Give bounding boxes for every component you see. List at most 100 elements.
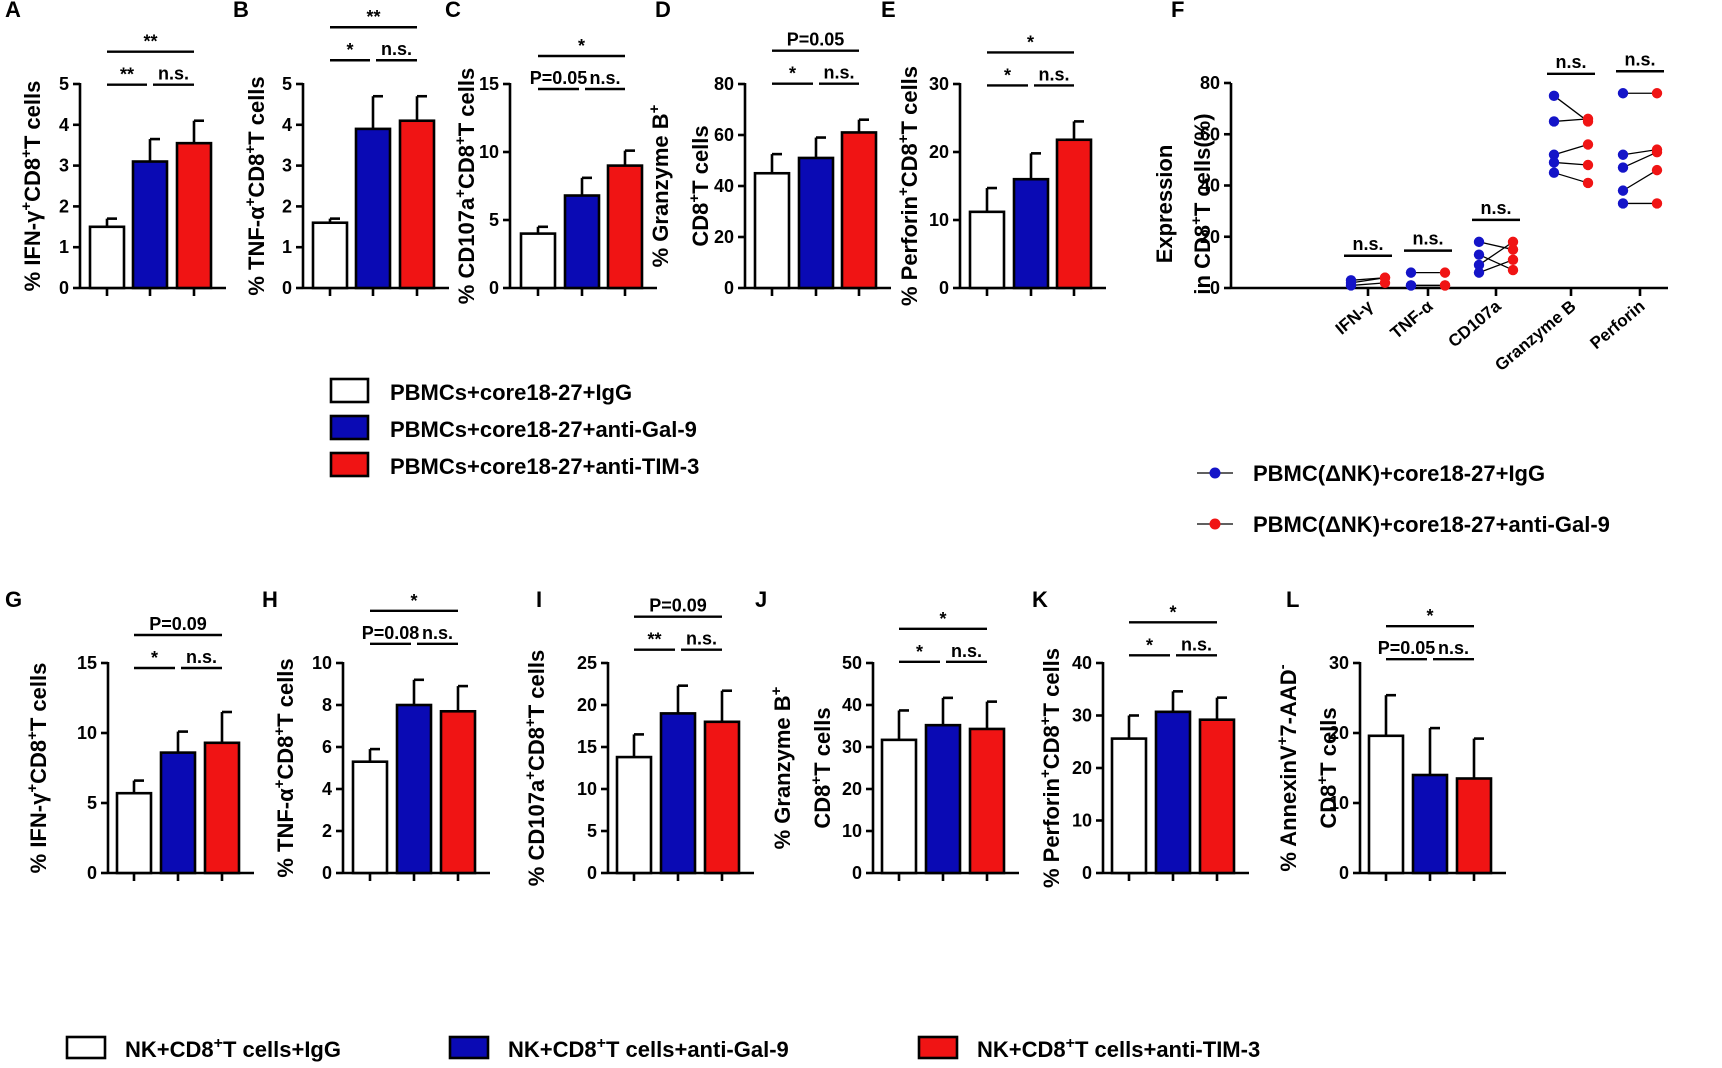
superscript: +	[895, 134, 912, 143]
y-axis-label: % Perforin+CD8+T cells	[895, 66, 922, 306]
label-part: CD8	[688, 203, 713, 247]
y-axis-label: Expression	[1152, 145, 1177, 264]
y-tick-label: 10	[1072, 811, 1092, 831]
label-part: CD8	[244, 154, 269, 198]
y-tick-label: 50	[842, 653, 862, 673]
data-point-igg	[1617, 198, 1629, 209]
superscript: -	[1274, 664, 1291, 669]
category-label: IFN-γ	[1332, 296, 1377, 338]
significance-label: n.s.	[1624, 49, 1655, 69]
data-point-igg	[1548, 167, 1560, 178]
label-part: % IFN-γ	[26, 792, 51, 873]
bar	[563, 194, 601, 290]
pair-line	[1350, 282, 1386, 287]
label-part: % TNF-α	[244, 206, 269, 296]
superscript: +	[768, 686, 785, 695]
legend-swatch	[65, 1035, 107, 1060]
legend-label: NK+CD8+T cells+anti-Gal-9	[508, 1035, 789, 1062]
category-label: TNF-α	[1387, 296, 1437, 343]
bar	[797, 156, 835, 290]
data-point-igg	[1617, 88, 1629, 99]
bar	[840, 131, 878, 290]
significance-label: n.s.	[1412, 229, 1443, 249]
label-part: 7-AAD	[1276, 669, 1301, 736]
data-point-igg	[1617, 162, 1629, 173]
label-part: T cells+anti-Gal-9	[606, 1037, 789, 1062]
y-tick-label: 60	[1200, 124, 1220, 144]
legend-f: PBMC(ΔNK)+core18-27+IgG PBMC(ΔNK)+core18-…	[1197, 461, 1610, 537]
y-axis-label-line2: CD8+T cells	[686, 125, 713, 246]
bar	[1012, 177, 1050, 290]
pair-line	[1622, 148, 1658, 156]
y-tick-label: 2	[282, 196, 292, 216]
significance-label: n.s.	[381, 39, 412, 59]
y-axis-title: % Perforin+CD8+T cells	[895, 66, 922, 306]
y-axis-title: Expression	[1152, 145, 1177, 264]
y-tick-label: 30	[929, 74, 949, 94]
data-point-anti-gal9	[1651, 198, 1663, 209]
y-tick-label: 0	[59, 278, 69, 298]
panel-label: A	[5, 0, 21, 22]
y-tick-label: 20	[842, 779, 862, 799]
significance-label: *	[1146, 635, 1153, 655]
legend-swatch	[329, 451, 370, 478]
y-tick-label: 10	[842, 821, 862, 841]
superscript: +	[271, 727, 288, 736]
label-part: T cells	[524, 650, 549, 718]
superscript: +	[452, 136, 469, 145]
significance-label: *	[578, 36, 585, 56]
data-point-igg	[1473, 249, 1485, 260]
data-point-anti-gal9	[1582, 139, 1594, 150]
bar	[703, 720, 741, 875]
data-point-igg	[1345, 277, 1357, 289]
significance-label: *	[410, 591, 417, 611]
y-tick-label: 20	[714, 227, 734, 247]
y-axis-label-line2: CD8+T cells	[808, 707, 835, 828]
data-point-anti-gal9	[1507, 254, 1519, 266]
data-point-igg	[1617, 185, 1629, 196]
significance-label: *	[916, 642, 923, 662]
y-tick-label: 0	[1339, 863, 1349, 883]
panel-label: E	[881, 0, 896, 22]
significance-label: n.s.	[1555, 52, 1586, 72]
bar	[395, 703, 433, 875]
significance-label: P=0.05	[1378, 638, 1436, 658]
bar	[659, 712, 697, 875]
y-tick-label: 20	[929, 142, 949, 162]
label-part: T cells	[20, 81, 45, 149]
legend-label: PBMC(ΔNK)+core18-27+anti-Gal-9	[1253, 512, 1610, 537]
superscript: +	[24, 731, 41, 740]
label-part: in CD8	[1190, 225, 1215, 295]
label-part: % CD107a	[454, 197, 479, 304]
label-part: T cells	[273, 658, 298, 726]
y-tick-label: 20	[1329, 723, 1349, 743]
y-axis-label: % TNF-α+CD8+T cells	[242, 76, 269, 295]
category-label-group: Perforin	[1586, 297, 1648, 353]
panel-label: C	[445, 0, 461, 22]
y-axis-label: % CD107a+CD8+T cells	[522, 650, 549, 886]
label-part: % Granzyme B	[648, 113, 673, 267]
superscript: +	[808, 776, 825, 785]
data-point-anti-gal9	[1651, 146, 1663, 158]
bar	[175, 141, 213, 290]
y-tick-label: 30	[1329, 653, 1349, 673]
bar	[880, 738, 918, 875]
data-point-anti-gal9	[1439, 280, 1451, 291]
panel-label: B	[233, 0, 249, 22]
data-point-anti-gal9	[1582, 159, 1594, 171]
bar	[606, 164, 644, 290]
y-tick-label: 0	[87, 863, 97, 883]
legend-label: PBMCs+core18-27+IgG	[390, 380, 632, 405]
bar	[1110, 737, 1148, 875]
significance-label: n.s.	[422, 623, 453, 643]
legend-swatch	[448, 1035, 490, 1060]
pair-line	[1478, 259, 1514, 274]
superscript: +	[646, 104, 663, 113]
y-tick-label: 0	[1210, 278, 1220, 298]
data-point-igg	[1548, 90, 1560, 102]
legend-label: PBMCs+core18-27+anti-TIM-3	[390, 454, 699, 479]
